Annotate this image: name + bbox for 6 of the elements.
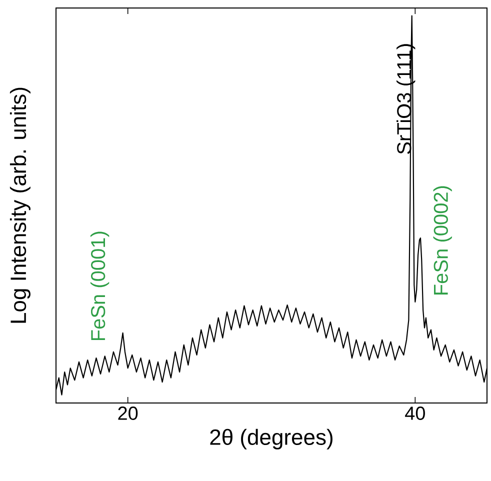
x-tick-label: 20 [118,406,138,420]
x-tick-label: 40 [405,406,425,420]
annotation: FeSn (0002) [433,186,452,294]
x-axis-title: 2θ (degrees) [210,428,332,450]
y-axis-title: Log Intensity (arb. units) [10,88,30,323]
annotation: FeSn (0001) [90,232,110,340]
